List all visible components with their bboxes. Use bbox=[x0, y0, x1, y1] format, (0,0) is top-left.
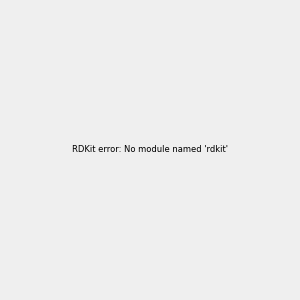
Text: RDKit error: No module named 'rdkit': RDKit error: No module named 'rdkit' bbox=[72, 146, 228, 154]
